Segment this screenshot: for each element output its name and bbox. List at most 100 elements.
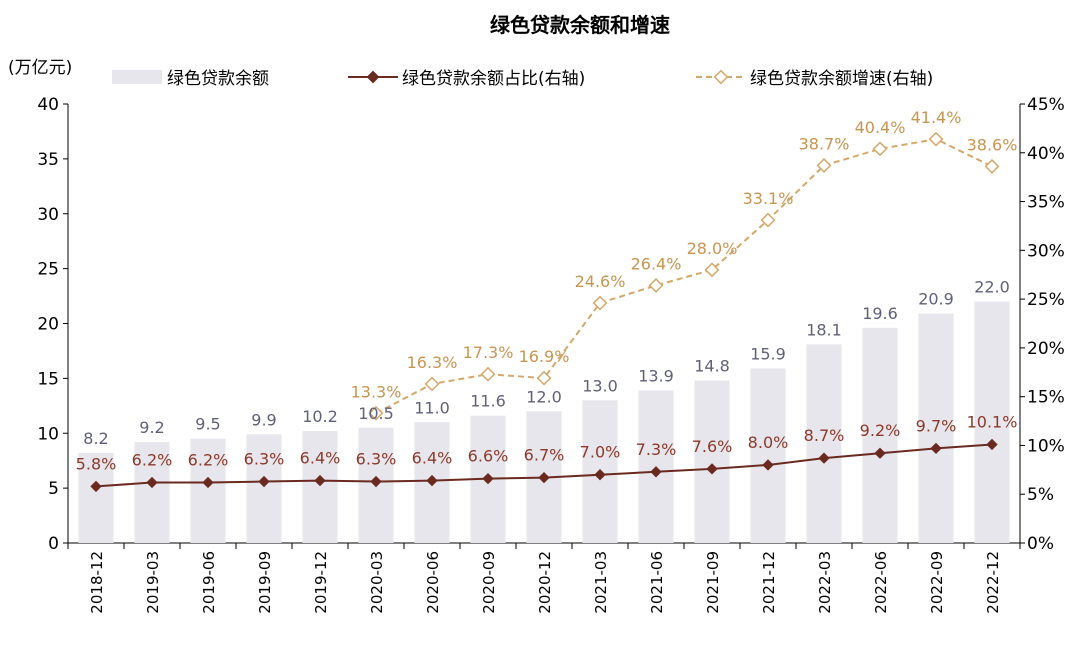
bar-value-label: 19.6 [862,304,898,323]
x-tick-label: 2021-12 [760,551,778,614]
x-tick-label: 2022-09 [928,551,946,614]
share-marker [930,442,942,455]
bar-value-label: 10.5 [358,404,394,423]
y-tick-label-right: 25% [1027,290,1065,310]
share-marker [874,447,886,459]
bar [302,431,338,543]
bar-value-label: 9.5 [195,415,220,434]
bar-value-label: 18.1 [806,320,842,339]
growth-marker [816,158,832,173]
growth-value-label: 13.3% [351,382,402,401]
data-labels: 8.2 9.2 9.5 9.9 10.2 10.5 11.0 11.6 12.0 13.0 13.9… [76,108,1018,473]
x-tick-label: 2021-06 [648,551,666,614]
share-value-label: 7.0% [580,443,621,462]
x-tick-label: 2019-06 [200,551,218,614]
growth-marker [592,295,608,311]
growth-marker [872,141,888,157]
x-tick-label: 2019-03 [144,551,162,614]
bar-value-label: 13.9 [638,366,674,385]
growth-line [375,138,993,415]
share-value-label: 8.7% [804,426,845,445]
y-tick-label-left: 0 [48,534,59,554]
y-tick-label-left: 30 [37,205,59,225]
bar-value-label: 11.0 [414,398,450,417]
y-tick-label-right: 5% [1027,485,1054,505]
y-tick-label-right: 40% [1027,144,1065,164]
bar [694,380,730,543]
y-tick-label-left: 10 [37,424,59,444]
growth-marker [368,405,384,421]
bar-value-label: 13.0 [582,376,618,395]
x-tick-label: 2020-12 [536,551,554,614]
share-value-label: 7.6% [692,437,733,456]
x-tick-label: 2019-09 [256,551,274,614]
bar-value-label: 11.6 [470,392,506,411]
share-value-label: 10.1% [967,412,1018,431]
share-marker [202,476,214,489]
growth-marker [480,366,496,382]
share-value-label: 8.0% [748,433,789,452]
share-marker [314,474,326,487]
legend-swatch-share-marker [366,70,380,84]
share-value-label: 7.3% [636,440,677,459]
x-tick-label: 2020-06 [424,551,442,614]
bar-value-label: 10.2 [302,407,338,426]
bar [246,434,282,543]
share-marker [258,475,270,488]
share-marker [986,438,998,451]
y-tick-label-left: 40 [37,95,59,115]
bar-value-label: 9.2 [139,418,164,437]
y-tick-label-right: 35% [1027,193,1065,213]
growth-value-label: 41.4% [911,108,962,127]
x-tick-label: 2020-09 [480,551,498,614]
share-value-label: 9.7% [916,416,957,435]
share-value-label: 5.8% [76,454,117,473]
growth-marker [536,370,552,386]
growth-value-label: 33.1% [743,189,794,208]
share-marker [370,475,382,488]
growth-marker [984,159,1000,174]
line-series [90,131,1000,493]
bar-value-label: 20.9 [918,290,954,309]
bar [78,453,114,543]
bar [974,301,1010,543]
x-tick-label: 2022-06 [872,551,890,614]
bar [750,368,786,543]
y-tick-label-left: 5 [48,479,59,499]
growth-value-label: 40.4% [855,118,906,137]
bar [806,344,842,543]
x-tick-label: 2021-03 [592,551,610,614]
y-tick-label-right: 45% [1027,95,1065,115]
bar [862,327,898,543]
growth-value-label: 24.6% [575,272,626,291]
bar-value-label: 8.2 [83,429,108,448]
y-tick-label-right: 15% [1027,388,1065,408]
x-tick-label: 2022-03 [816,551,834,614]
share-marker [818,452,830,464]
x-tick-label: 2022-12 [984,551,1002,614]
legend-label-balance: 绿色贷款余额 [167,69,269,89]
chart-title: 绿色贷款余额和增速 [490,13,670,37]
growth-value-label: 28.0% [687,239,738,258]
y-tick-label-left: 25 [37,260,59,280]
bar-value-label: 22.0 [974,278,1010,297]
legend-swatch-growth-marker [713,69,729,85]
bar-value-label: 12.0 [526,387,562,406]
y-tick-label-right: 0% [1027,534,1054,554]
bar-value-label: 9.9 [251,410,276,429]
share-value-label: 6.6% [468,447,509,466]
share-marker [650,466,662,478]
growth-marker [760,212,776,228]
growth-marker [424,376,440,392]
x-tick-label: 2019-12 [312,551,330,614]
share-marker [594,469,606,481]
growth-value-label: 16.3% [407,353,458,372]
share-value-label: 6.7% [524,446,565,465]
bar [134,442,170,543]
legend-swatch-balance [112,70,162,84]
bar-value-label: 14.8 [694,357,730,376]
bar-value-label: 15.9 [750,344,786,363]
x-tick-label: 2020-03 [368,551,386,614]
